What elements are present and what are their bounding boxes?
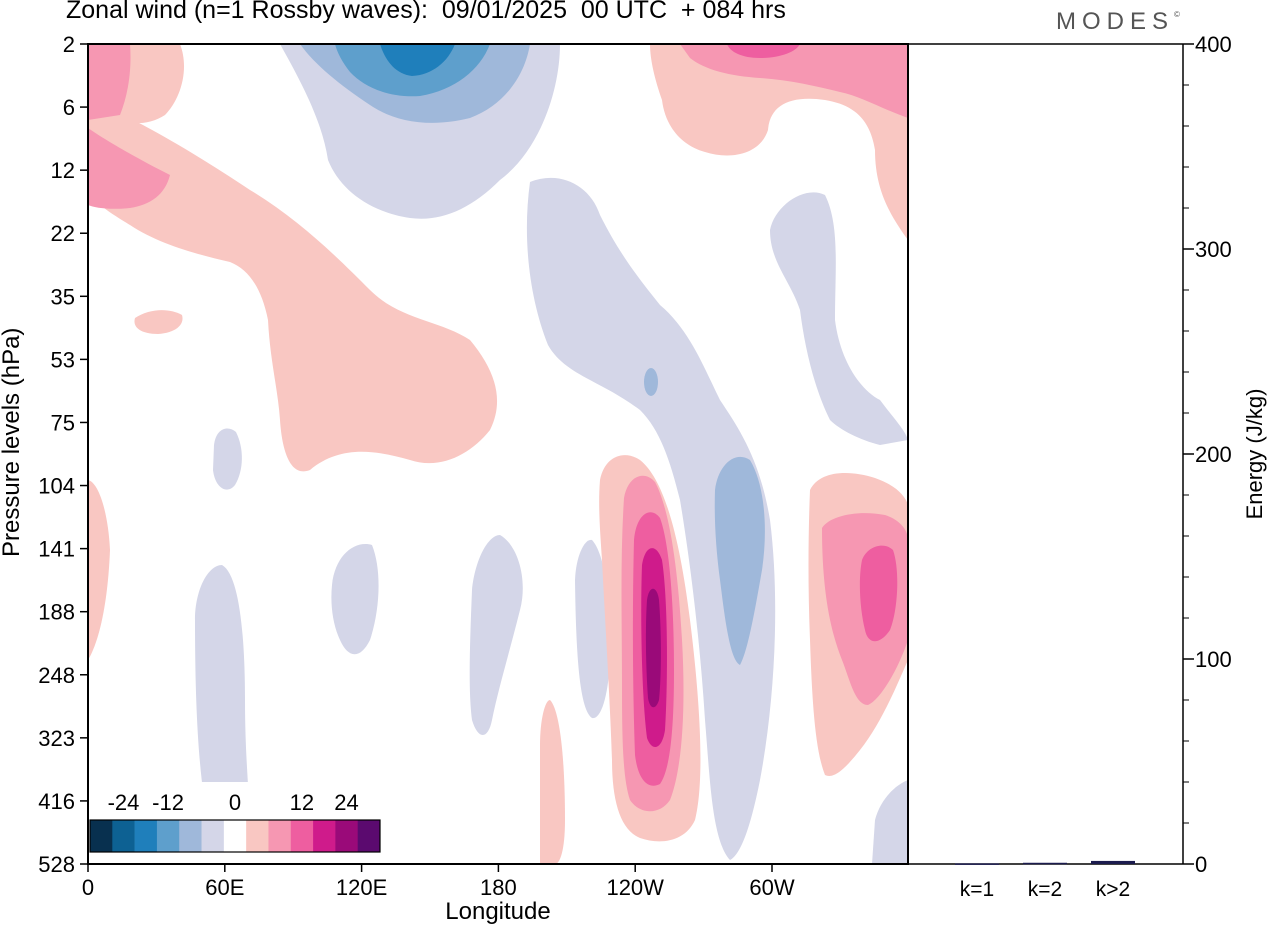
y-tick-label: 104 (38, 474, 75, 499)
contour-positive-core (645, 588, 661, 708)
y-tick-label: 528 (38, 852, 75, 877)
contour-shape (540, 700, 565, 864)
contour-shape (872, 780, 908, 864)
contour-shape (134, 310, 183, 334)
heatmap-axes: 0 60E 120E 180 120W 60W 2 6 12 22 35 53 75 104 141 188 2… (38, 32, 795, 900)
energy-axis-label: Energy (J/kg) (1242, 388, 1267, 520)
energy-category-label: k=2 (1028, 878, 1062, 901)
x-tick-label: 120W (606, 875, 664, 900)
colorbar-swatch (134, 820, 158, 852)
contour-fields (88, 44, 908, 864)
colorbar-tick-label: 12 (290, 790, 314, 815)
contour-shape (195, 565, 250, 854)
energy-panel: 0 100 200 300 400 k=1 k=2 k>2 (908, 32, 1232, 901)
contour-shape (644, 368, 658, 396)
y-tick-label: 6 (63, 95, 75, 120)
y-axis-label: Pressure levels (hPa) (0, 327, 25, 557)
y-tick-label: 2 (63, 32, 75, 57)
colorbar-swatches (89, 819, 381, 853)
contour-shape (213, 428, 242, 490)
colorbar-labels: -24 -12 0 12 24 (108, 790, 359, 815)
brand-mark: © (1174, 10, 1180, 19)
energy-axis: 0 100 200 300 400 (1183, 32, 1232, 877)
energy-tick-label: 200 (1195, 442, 1232, 467)
contour-shape (680, 44, 908, 118)
colorbar-tick-label: 0 (229, 790, 241, 815)
colorbar-swatch (290, 820, 314, 852)
brand-logo: MODES© (1056, 8, 1180, 36)
contour-shape (380, 44, 455, 76)
energy-bars: k=1 k=2 k>2 (955, 860, 1135, 901)
colorbar-frame (89, 819, 381, 853)
contour-shape (714, 456, 765, 665)
contour-shape (88, 44, 131, 120)
x-tick-label: 0 (82, 875, 94, 900)
colorbar-swatch (179, 820, 202, 852)
colorbar: -24 -12 0 12 24 (86, 782, 382, 862)
contour-shape (645, 588, 661, 708)
colorbar-swatch (156, 820, 180, 852)
y-tick-label: 75 (51, 410, 75, 435)
energy-tick-label: 0 (1195, 852, 1207, 877)
energy-bar (1023, 862, 1067, 865)
contour-shape (575, 539, 611, 719)
contour-shape (88, 100, 498, 472)
contour-shape (526, 177, 776, 860)
energy-bar (955, 863, 999, 865)
energy-category-label: k=1 (960, 878, 994, 901)
x-tick-label: 60W (749, 875, 794, 900)
y-tick-label: 22 (51, 221, 75, 246)
energy-tick-label: 400 (1195, 32, 1232, 57)
energy-bar (1091, 860, 1135, 864)
energy-category-label: k>2 (1096, 878, 1130, 901)
contour-shape (88, 480, 110, 660)
contour-shape (331, 544, 379, 655)
colorbar-swatch (335, 820, 358, 852)
y-tick-label: 248 (38, 663, 75, 688)
heatmap-plot: -24 -12 0 12 24 0 60E 120E 180 120W 60W 2 6 12 22 35 53… (38, 32, 909, 900)
colorbar-tick-label: -12 (152, 790, 184, 815)
y-tick-label: 323 (38, 726, 75, 751)
colorbar-swatch (268, 820, 292, 852)
y-tick-label: 35 (51, 284, 75, 309)
colorbar-swatch (246, 820, 269, 852)
x-axis-label: Longitude (445, 898, 551, 925)
x-tick-label: 120E (336, 875, 387, 900)
colorbar-swatch (112, 820, 135, 852)
colorbar-swatch (201, 820, 225, 852)
brand-text: MODES (1056, 8, 1175, 35)
colorbar-swatch (313, 820, 336, 852)
colorbar-tick-label: -24 (108, 790, 140, 815)
colorbar-swatch (90, 820, 113, 852)
colorbar-swatch (357, 820, 381, 852)
colorbar-tick-label: 24 (334, 790, 358, 815)
colorbar-swatch (223, 820, 247, 852)
contour-shape (469, 535, 523, 735)
contour-shape (88, 128, 170, 209)
contour-shape (727, 44, 800, 58)
y-tick-label: 53 (51, 347, 75, 372)
y-tick-label: 141 (38, 537, 75, 562)
contour-shape (650, 44, 908, 240)
contour-shape (770, 192, 908, 445)
energy-tick-label: 100 (1195, 647, 1232, 672)
x-tick-label: 180 (480, 875, 517, 900)
contour-shape (859, 545, 898, 642)
contour-negative-core (380, 44, 455, 76)
chart-title: Zonal wind (n=1 Rossby waves): 09/01/202… (66, 0, 786, 24)
x-tick-label: 60E (205, 875, 244, 900)
y-tick-label: 12 (51, 158, 75, 183)
y-tick-label: 416 (38, 789, 75, 814)
y-tick-label: 188 (38, 600, 75, 625)
energy-tick-label: 300 (1195, 237, 1232, 262)
